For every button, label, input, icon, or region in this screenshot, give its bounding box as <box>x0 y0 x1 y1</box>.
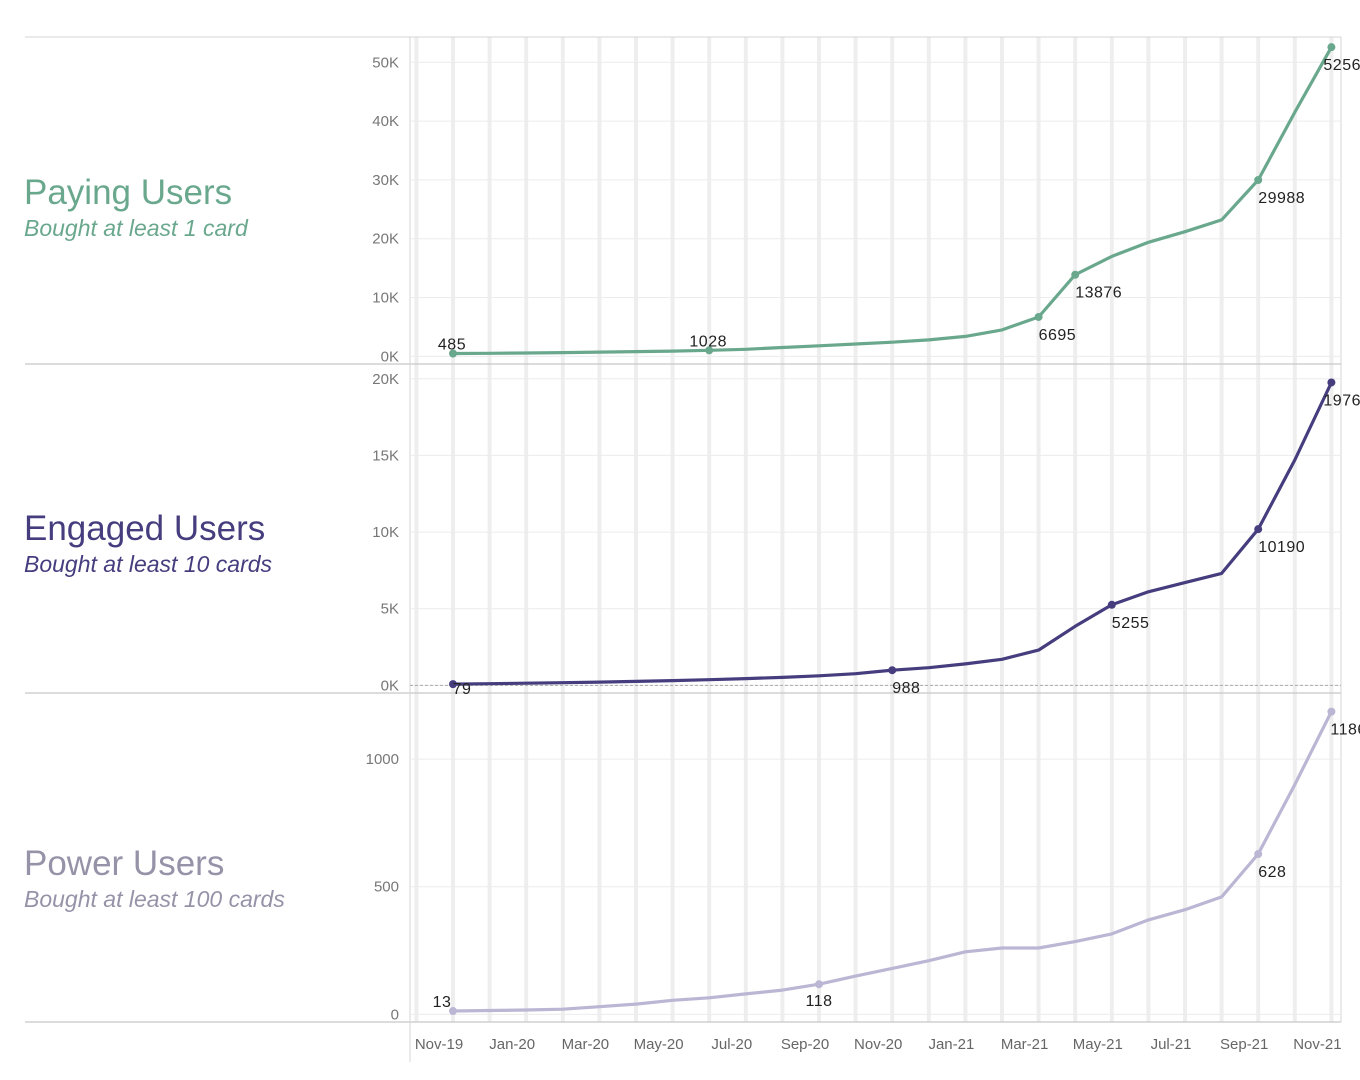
y-tick-label: 5K <box>381 601 399 618</box>
month-band <box>1292 37 1297 1022</box>
month-band <box>1183 37 1187 1022</box>
series-line <box>451 709 1334 1013</box>
data-label: 13876 <box>1075 285 1122 302</box>
panel-title-engaged: Engaged Users <box>24 509 266 548</box>
data-point <box>888 666 897 675</box>
x-tick-label: Sep-20 <box>781 1036 829 1053</box>
x-tick-label: Jul-20 <box>711 1036 752 1053</box>
data-point <box>449 680 457 689</box>
x-tick-label: Nov-20 <box>854 1036 902 1053</box>
y-tick-label: 0K <box>381 348 399 365</box>
panel-title-power: Power Users <box>24 844 225 883</box>
month-band <box>1219 37 1224 1022</box>
panel-subtitle-paying: Bought at least 1 card <box>24 215 248 241</box>
data-label: 6695 <box>1039 327 1077 344</box>
month-band <box>597 37 602 1022</box>
month-band <box>926 37 931 1022</box>
data-point <box>1327 707 1336 716</box>
y-tick-label: 20K <box>372 231 399 248</box>
panel-subtitle-engaged: Bought at least 10 cards <box>24 551 273 577</box>
month-band <box>817 37 821 1022</box>
data-label: 79 <box>453 681 472 698</box>
month-band <box>524 37 529 1022</box>
data-label: 1028 <box>689 333 727 350</box>
data-label: 10190 <box>1258 539 1305 556</box>
data-label: 118 <box>805 993 832 1010</box>
y-tick-label: 50K <box>372 54 399 71</box>
month-band <box>634 37 638 1022</box>
x-tick-label: Sep-21 <box>1220 1036 1268 1053</box>
data-point <box>1034 312 1043 321</box>
month-band <box>743 37 748 1022</box>
x-tick-label: May-20 <box>634 1036 684 1053</box>
month-band <box>560 37 565 1022</box>
month-band <box>890 37 895 1022</box>
y-tick-label: 10K <box>372 524 399 541</box>
y-tick-label: 0 <box>391 1006 399 1023</box>
month-band <box>707 37 712 1022</box>
data-point <box>1254 850 1263 859</box>
x-tick-label: Jul-21 <box>1151 1036 1192 1053</box>
month-band <box>1000 37 1004 1022</box>
data-label: 29988 <box>1258 190 1305 207</box>
panel-label-power: Power Users Bought at least 100 cards <box>24 846 285 913</box>
month-band <box>853 37 858 1022</box>
panel-title-paying: Paying Users <box>24 173 233 212</box>
x-tick-label: Mar-20 <box>562 1036 610 1053</box>
data-label: 485 <box>438 337 466 354</box>
x-tick-label: Nov-21 <box>1293 1036 1341 1053</box>
data-label: 628 <box>1258 864 1286 881</box>
data-point <box>1327 378 1336 387</box>
y-tick-label: 1000 <box>366 751 399 768</box>
data-point <box>1107 600 1116 609</box>
month-band <box>451 37 455 1022</box>
x-tick-label: Jan-20 <box>489 1036 535 1053</box>
month-band <box>1036 37 1041 1022</box>
y-tick-label: 20K <box>372 371 399 388</box>
month-band <box>1146 37 1151 1022</box>
y-tick-label: 15K <box>372 447 399 464</box>
data-point <box>815 980 823 989</box>
x-tick-label: May-21 <box>1073 1036 1123 1053</box>
y-tick-label: 500 <box>374 879 399 896</box>
y-tick-label: 40K <box>372 113 399 130</box>
month-band <box>670 37 675 1022</box>
data-point <box>1327 43 1336 52</box>
data-point <box>449 349 457 358</box>
data-label: 13 <box>433 994 452 1011</box>
month-band <box>1073 37 1078 1022</box>
month-band <box>1329 37 1334 1022</box>
data-label: 5255 <box>1112 615 1150 632</box>
y-tick-label: 0K <box>381 677 399 694</box>
data-label: 52569 <box>1323 57 1360 74</box>
month-band <box>780 37 785 1022</box>
x-tick-label: Mar-21 <box>1001 1036 1049 1053</box>
data-point <box>1071 270 1080 279</box>
x-tick-label: Jan-21 <box>928 1036 974 1053</box>
series-line <box>451 45 1334 356</box>
x-tick-label: Nov-19 <box>415 1036 463 1053</box>
data-point <box>1254 175 1263 184</box>
panel-label-paying: Paying Users Bought at least 1 card <box>24 175 248 242</box>
month-band <box>487 37 492 1022</box>
panel-subtitle-power: Bought at least 100 cards <box>24 886 285 912</box>
data-label: 988 <box>892 680 920 697</box>
month-band <box>963 37 968 1022</box>
month-band <box>414 37 419 1022</box>
panel-label-engaged: Engaged Users Bought at least 10 cards <box>24 511 272 578</box>
y-tick-label: 10K <box>372 290 399 307</box>
month-band <box>1109 37 1114 1022</box>
y-tick-label: 30K <box>372 172 399 189</box>
data-point <box>705 346 714 355</box>
data-label: 19761 <box>1323 392 1360 409</box>
data-point <box>449 1007 457 1016</box>
data-point <box>1254 525 1263 534</box>
